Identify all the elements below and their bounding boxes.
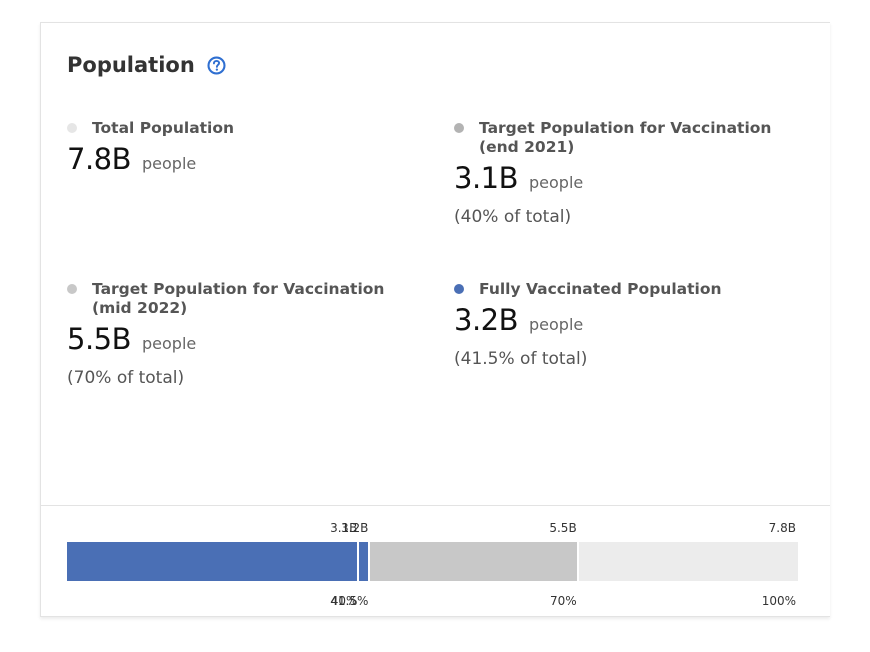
stat-label-line1: Target Population for Vaccination: [479, 119, 772, 137]
population-card: Population Total Population 7.8B people …: [40, 22, 830, 617]
stat-percent: (40% of total): [454, 207, 572, 227]
bar-value-label: 5.5B: [549, 521, 577, 535]
population-progress-chart: 3.1B 40% 3.2B 41.5% 5.5B 70% 7.8B 100%: [67, 515, 798, 610]
stat-label-text: Total Population: [92, 119, 235, 137]
stat-value: 5.5B people: [67, 322, 384, 356]
bar-segment-3: [370, 542, 579, 581]
divider: [41, 505, 830, 506]
stat-percent: (70% of total): [67, 368, 185, 388]
stat-total-population: Total Population 7.8B people: [67, 119, 234, 176]
bar-percent-label: 70%: [550, 594, 577, 608]
progress-bar-track: [67, 542, 798, 581]
stat-label-text: Fully Vaccinated Population: [479, 280, 722, 298]
bar-value-label: 7.8B: [768, 521, 796, 535]
legend-dot-icon: [67, 123, 77, 133]
stat-number: 7.8B: [67, 142, 132, 176]
stat-label-line2: (mid 2022): [92, 299, 188, 317]
legend-dot-icon: [67, 284, 77, 294]
legend-dot-icon: [454, 284, 464, 294]
stat-unit: people: [529, 173, 584, 192]
stat-value: 3.1B people: [454, 161, 771, 195]
stat-number: 3.2B: [454, 303, 519, 337]
bar-value-label: 3.2B: [341, 521, 369, 535]
stat-unit: people: [142, 334, 197, 353]
stat-number: 5.5B: [67, 322, 132, 356]
stat-unit: people: [142, 154, 197, 173]
stat-label-line1: Target Population for Vaccination: [92, 280, 385, 298]
stat-value: 7.8B people: [67, 142, 234, 176]
stat-label: Target Population for Vaccination (mid 2…: [67, 280, 384, 318]
bar-percent-label: 40%: [330, 594, 358, 608]
bar-percent-label: 41.5%: [330, 594, 369, 608]
bar-percent-label: 100%: [761, 594, 796, 608]
stat-label-line2: (end 2021): [479, 138, 575, 156]
stat-label: Fully Vaccinated Population: [454, 280, 722, 299]
stat-target-mid-2022: Target Population for Vaccination (mid 2…: [67, 280, 384, 388]
help-icon[interactable]: [207, 55, 226, 75]
stat-label-text: Target Population for Vaccination (mid 2…: [92, 280, 384, 318]
card-title: Population: [67, 53, 195, 77]
card-header: Population: [67, 53, 226, 77]
stat-value: 3.2B people: [454, 303, 722, 337]
stat-percent: (41.5% of total): [454, 349, 588, 369]
stat-label-text: Target Population for Vaccination (end 2…: [479, 119, 771, 157]
stat-label: Target Population for Vaccination (end 2…: [454, 119, 771, 157]
stat-unit: people: [529, 315, 584, 334]
bar-segment-1: [67, 542, 360, 581]
bar-segment-4: [578, 542, 798, 581]
stat-label: Total Population: [67, 119, 234, 138]
stat-fully-vaccinated: Fully Vaccinated Population 3.2B people …: [454, 280, 722, 369]
bar-segment-2: [359, 542, 371, 581]
legend-dot-icon: [454, 123, 464, 133]
stat-number: 3.1B: [454, 161, 519, 195]
bar-value-label: 3.1B: [330, 521, 358, 535]
stat-target-end-2021: Target Population for Vaccination (end 2…: [454, 119, 771, 227]
